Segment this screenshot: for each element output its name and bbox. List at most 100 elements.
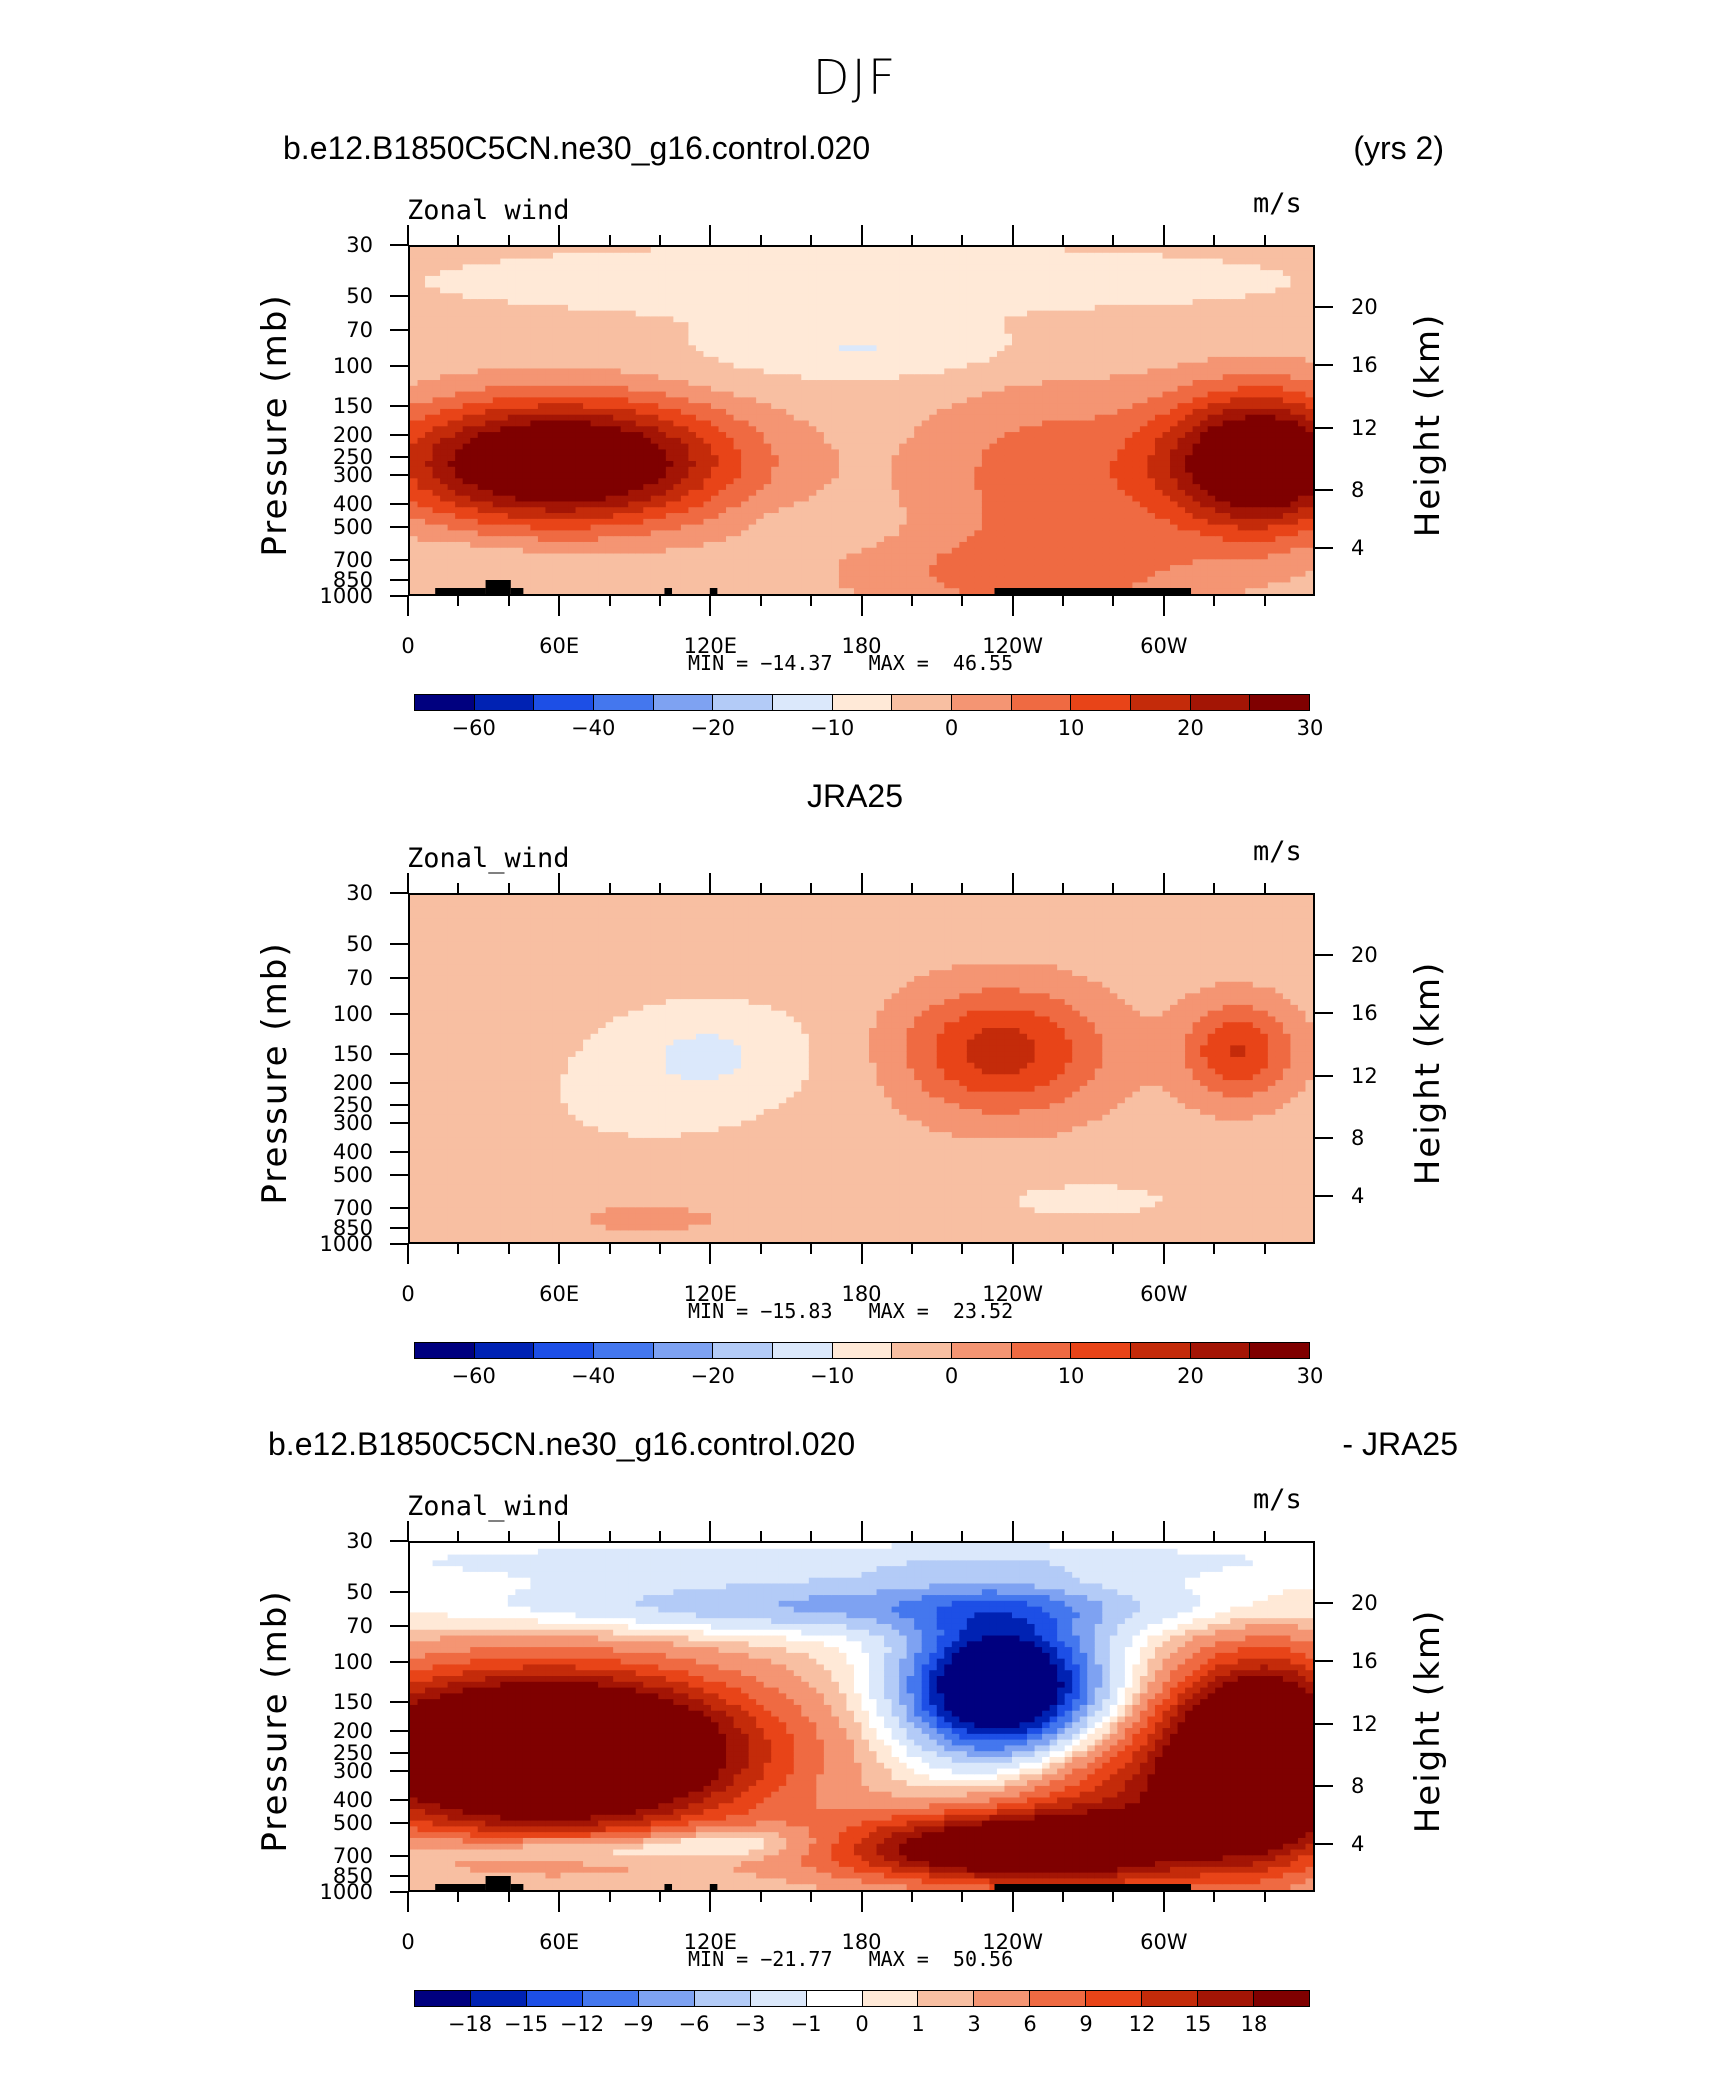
contour-cell <box>891 345 900 352</box>
contour-cell <box>1004 484 1013 491</box>
contour-cell <box>485 576 494 584</box>
contour-cell <box>801 356 810 364</box>
contour-cell <box>853 391 863 398</box>
contour-cell <box>989 403 998 410</box>
contour-cell <box>838 374 848 381</box>
contour-cell <box>846 333 855 341</box>
contour-cell <box>966 460 975 468</box>
contour-cell <box>1004 426 1013 433</box>
contour-cell <box>869 380 878 387</box>
contour-cell <box>906 588 915 594</box>
contour-cell <box>793 247 802 254</box>
contour-cell <box>756 356 765 364</box>
contour-cell <box>936 408 945 416</box>
contour-cell <box>974 426 983 433</box>
contour-cell <box>778 327 787 335</box>
contour-cell <box>906 293 915 300</box>
contour-cell <box>620 541 629 549</box>
contour-cell <box>530 541 539 549</box>
contour-cell <box>726 576 735 584</box>
contour-cell <box>786 414 795 422</box>
contour-cell <box>966 322 975 329</box>
contour-cell <box>718 455 727 462</box>
contour-cell <box>876 576 885 584</box>
contour-cell <box>620 524 629 531</box>
contour-cell <box>598 304 607 312</box>
contour-cell <box>741 380 750 387</box>
contour-cell <box>605 582 614 589</box>
contour-cell <box>628 426 637 433</box>
contour-cell <box>425 339 434 346</box>
contour-cell <box>726 310 735 317</box>
contour-cell <box>695 576 705 584</box>
contour-cell <box>432 374 441 381</box>
pressure-tick-label: 700 <box>293 550 373 571</box>
contour-cell <box>470 565 479 572</box>
contour-cell <box>628 484 637 491</box>
contour-cell <box>545 403 554 410</box>
contour-cell <box>590 547 599 555</box>
contour-cell <box>695 247 705 254</box>
contour-cell <box>425 570 434 578</box>
contour-cell <box>658 368 667 375</box>
contour-cell <box>853 374 863 381</box>
contour-cell <box>1019 322 1028 329</box>
contour-cell <box>583 541 592 549</box>
contour-cell <box>628 327 637 335</box>
contour-cell <box>1012 322 1021 329</box>
contour-cell <box>673 559 682 566</box>
contour-cell <box>417 489 426 497</box>
contour-cell <box>786 316 795 323</box>
contour-cell <box>801 247 810 254</box>
contour-cell <box>778 530 787 537</box>
contour-cell <box>816 397 825 404</box>
contour-cell <box>605 547 614 555</box>
contour-cell <box>500 275 509 283</box>
contour-cell <box>605 345 614 352</box>
contour-cell <box>748 553 757 560</box>
longitude-minor-tick <box>608 235 611 245</box>
contour-cell <box>906 484 915 491</box>
contour-cell <box>507 385 516 393</box>
contour-cell <box>425 293 434 300</box>
contour-cell <box>425 559 434 566</box>
contour-cell <box>703 322 712 329</box>
contour-cell <box>771 264 780 271</box>
contour-cell <box>801 559 810 566</box>
contour-cell <box>410 518 419 526</box>
contour-cell <box>695 437 705 445</box>
contour-cell <box>522 437 532 445</box>
contour-cell <box>756 327 765 335</box>
contour-cell <box>869 327 878 335</box>
contour-cell <box>959 374 968 381</box>
contour-cell <box>485 443 494 451</box>
contour-cell <box>884 460 893 468</box>
contour-cell <box>1019 356 1028 364</box>
contour-cell <box>485 247 494 254</box>
contour-cell <box>477 443 486 451</box>
contour-cell <box>628 293 637 300</box>
contour-cell <box>996 287 1006 294</box>
contour-cell <box>628 345 637 352</box>
contour-cell <box>944 443 953 451</box>
contour-cell <box>726 374 735 381</box>
contour-cell <box>996 351 1006 358</box>
contour-cell <box>891 281 900 289</box>
contour-cell <box>665 443 674 451</box>
contour-cell <box>703 281 712 289</box>
contour-cell <box>756 281 765 289</box>
contour-cell <box>808 368 817 375</box>
contour-cell <box>726 304 735 312</box>
contour-cell <box>869 374 878 381</box>
contour-cell <box>590 507 599 514</box>
contour-cell <box>831 380 840 387</box>
contour-cell <box>884 507 893 514</box>
contour-cell <box>598 408 607 416</box>
contour-cell <box>974 484 983 491</box>
contour-cell <box>838 275 848 283</box>
contour-cell <box>598 582 607 589</box>
contour-cell <box>981 356 991 364</box>
contour-cell <box>786 333 795 341</box>
contour-cell <box>884 541 893 549</box>
contour-cell <box>853 524 863 531</box>
